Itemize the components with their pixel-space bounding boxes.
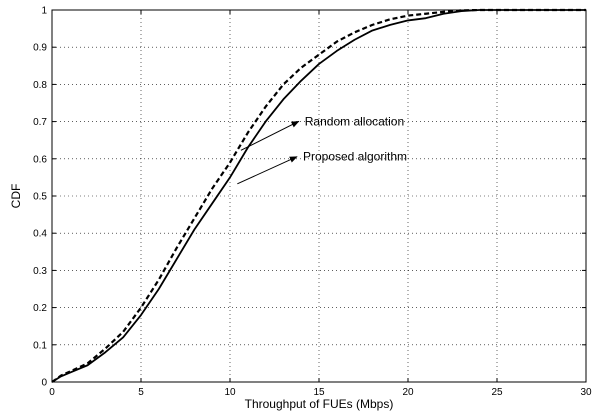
y-tick-label: 0.4 xyxy=(33,229,47,240)
series-line-random-allocation xyxy=(51,8,586,383)
annotation-arrow-random-allocation xyxy=(240,120,300,151)
grid-lines xyxy=(52,10,586,382)
x-tick-label: 25 xyxy=(491,387,503,398)
annotation-arrow-proposed-algorithm xyxy=(237,156,298,185)
y-tick-label: 0.7 xyxy=(33,117,47,128)
y-tick-label: 0.5 xyxy=(33,192,47,203)
y-tick-label: 1 xyxy=(41,6,47,17)
x-tick-label: 15 xyxy=(313,387,325,398)
x-tick-label: 30 xyxy=(580,387,592,398)
y-tick-label: 0.2 xyxy=(33,303,47,314)
x-tick-label: 0 xyxy=(49,387,55,398)
y-tick-label: 0 xyxy=(41,378,47,389)
x-tick-label: 5 xyxy=(138,387,144,398)
annotation-label-proposed-algorithm: Proposed algorithm xyxy=(303,150,407,164)
y-tick-label: 0.9 xyxy=(33,43,47,54)
y-tick-label: 0.8 xyxy=(33,80,47,91)
x-tick-label: 10 xyxy=(224,387,236,398)
axis-ticks: 0 5 10 15 20 25 30 0 0.1 0.2 0.3 0.4 0.5 0.6 0.7 0.8 0.9… xyxy=(33,6,592,399)
x-tick-label: 20 xyxy=(402,387,414,398)
annotation-label-random-allocation: Random allocation xyxy=(305,114,404,128)
annotations: Random allocation Proposed algorithm xyxy=(237,114,407,185)
y-axis-label: CDF xyxy=(9,184,23,209)
y-tick-label: 0.1 xyxy=(33,340,47,351)
y-tick-label: 0.3 xyxy=(33,266,47,277)
y-tick-label: 0.6 xyxy=(33,154,47,165)
x-axis-label: Throughput of FUEs (Mbps) xyxy=(245,397,394,411)
